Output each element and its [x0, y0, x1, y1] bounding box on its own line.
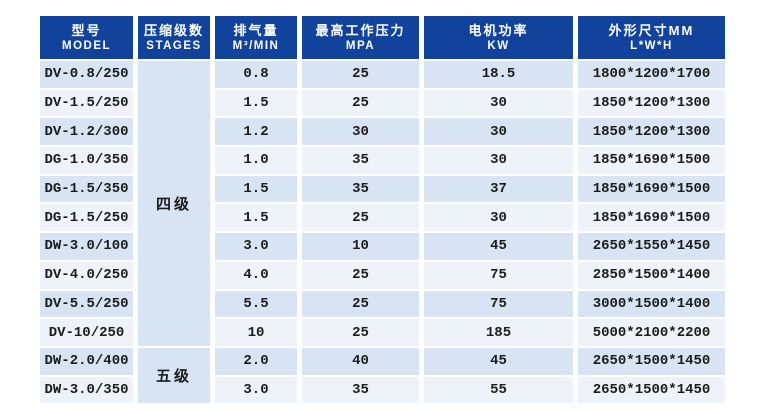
pressure-cell: 25: [302, 61, 419, 88]
table-row: DG-1.5/250 1.5 25 30 1850*1690*1500: [40, 204, 725, 232]
column-header-dimensions-en: L*W*H: [630, 39, 673, 52]
model-cell: DG-1.0/350: [40, 147, 133, 174]
column-header-stages-zh: 压缩级数: [143, 22, 204, 38]
dimensions-cell: 1850*1690*1500: [578, 175, 725, 203]
header-row: 型号 MODEL 压缩级数 STAGES 排气量 M³/MIN 最高工作压力 M…: [40, 16, 725, 59]
column-header-model-zh: 型号: [71, 22, 102, 38]
power-cell: 30: [424, 204, 573, 232]
pressure-cell: 40: [302, 347, 419, 375]
pressure-cell: 30: [302, 118, 419, 146]
dimensions-cell: 1850*1690*1500: [578, 147, 725, 174]
column-header-stages: 压缩级数 STAGES: [138, 16, 210, 59]
model-cell: DV-5.5/250: [40, 290, 133, 318]
column-header-pressure: 最高工作压力 MPA: [302, 16, 419, 59]
model-cell: DW-3.0/350: [40, 376, 133, 404]
column-header-displacement-en: M³/MIN: [232, 39, 280, 52]
table-row: DV-1.5/250 1.5 25 30 1850*1200*1300: [40, 89, 725, 117]
table-row: DV-1.2/300 1.2 30 30 1850*1200*1300: [40, 118, 725, 146]
displacement-cell: 1.5: [215, 89, 297, 117]
compressor-spec-table: 型号 MODEL 压缩级数 STAGES 排气量 M³/MIN 最高工作压力 M…: [35, 14, 730, 405]
power-cell: 45: [424, 347, 573, 375]
model-cell: DG-1.5/350: [40, 175, 133, 203]
column-header-dimensions: 外形尺寸MM L*W*H: [578, 16, 725, 59]
table-row: DW-3.0/100 3.0 10 45 2650*1550*1450: [40, 233, 725, 260]
table-row: DW-2.0/400 五级 2.0 40 45 2650*1500*1450: [40, 347, 725, 404]
pressure-cell: 25: [302, 261, 419, 289]
power-cell: 18.5: [424, 61, 573, 88]
displacement-cell: 4.0: [215, 261, 297, 289]
column-header-power-en: KW: [487, 39, 510, 52]
power-cell: 75: [424, 261, 573, 289]
power-cell: 45: [424, 233, 573, 260]
model-cell: DV-1.2/300: [40, 118, 133, 146]
power-cell: 55: [424, 376, 573, 404]
dimensions-cell: 1850*1690*1500: [578, 204, 725, 232]
pressure-cell: 10: [302, 233, 419, 260]
model-cell: DW-3.0/100: [40, 233, 133, 260]
column-header-dimensions-zh: 外形尺寸MM: [608, 22, 695, 38]
pressure-cell: 25: [302, 290, 419, 318]
table-row: DG-1.5/350 1.5 35 37 1850*1690*1500: [40, 175, 725, 203]
displacement-cell: 1.2: [215, 118, 297, 146]
model-cell: DG-1.5/250: [40, 204, 133, 232]
pressure-cell: 35: [302, 175, 419, 203]
pressure-cell: 35: [302, 376, 419, 404]
power-cell: 185: [424, 319, 573, 346]
power-cell: 30: [424, 147, 573, 174]
table-row: DG-1.0/350 1.0 35 30 1850*1690*1500: [40, 147, 725, 174]
column-header-power-zh: 电机功率: [468, 22, 529, 38]
model-cell: DW-2.0/400: [40, 347, 133, 375]
pressure-cell: 25: [302, 89, 419, 117]
stage-group-cell: 五级: [138, 347, 210, 404]
column-header-stages-en: STAGES: [146, 39, 202, 52]
column-header-power: 电机功率 KW: [424, 16, 573, 59]
dimensions-cell: 1850*1200*1300: [578, 89, 725, 117]
pressure-cell: 35: [302, 147, 419, 174]
stage-group-cell: 四级: [138, 61, 210, 346]
displacement-cell: 3.0: [215, 376, 297, 404]
displacement-cell: 1.5: [215, 204, 297, 232]
dimensions-cell: 2650*1550*1450: [578, 233, 725, 260]
dimensions-cell: 5000*2100*2200: [578, 319, 725, 346]
column-header-pressure-en: MPA: [345, 39, 376, 52]
power-cell: 37: [424, 175, 573, 203]
dimensions-cell: 2850*1500*1400: [578, 261, 725, 289]
power-cell: 30: [424, 118, 573, 146]
displacement-cell: 1.0: [215, 147, 297, 174]
table-header: 型号 MODEL 压缩级数 STAGES 排气量 M³/MIN 最高工作压力 M…: [40, 16, 725, 59]
table-row: DV-10/250 10 25 185 5000*2100*2200: [40, 319, 725, 346]
column-header-displacement: 排气量 M³/MIN: [215, 16, 297, 59]
power-cell: 30: [424, 89, 573, 117]
displacement-cell: 5.5: [215, 290, 297, 318]
dimensions-cell: 2650*1500*1450: [578, 347, 725, 375]
table-row: DV-4.0/250 4.0 25 75 2850*1500*1400: [40, 261, 725, 289]
column-header-model: 型号 MODEL: [40, 16, 133, 59]
table-row: DV-5.5/250 5.5 25 75 3000*1500*1400: [40, 290, 725, 318]
model-cell: DV-4.0/250: [40, 261, 133, 289]
model-cell: DV-0.8/250: [40, 61, 133, 88]
model-cell: DV-10/250: [40, 319, 133, 346]
displacement-cell: 3.0: [215, 233, 297, 260]
dimensions-cell: 3000*1500*1400: [578, 290, 725, 318]
displacement-cell: 1.5: [215, 175, 297, 203]
column-header-pressure-zh: 最高工作压力: [315, 22, 406, 38]
pressure-cell: 25: [302, 319, 419, 346]
displacement-cell: 2.0: [215, 347, 297, 375]
dimensions-cell: 1850*1200*1300: [578, 118, 725, 146]
pressure-cell: 25: [302, 204, 419, 232]
dimensions-cell: 2650*1500*1450: [578, 376, 725, 404]
table-row: DW-3.0/350 3.0 35 55 2650*1500*1450: [40, 376, 725, 404]
displacement-cell: 10: [215, 319, 297, 346]
displacement-cell: 0.8: [215, 61, 297, 88]
spec-table-body: DV-0.8/250 四级 0.8 25 18.5 1800*1200*1700 DV-1.…: [40, 61, 725, 404]
table-row: DV-0.8/250 四级 0.8 25 18.5 1800*1200*1700: [40, 61, 725, 346]
model-cell: DV-1.5/250: [40, 89, 133, 117]
power-cell: 75: [424, 290, 573, 318]
dimensions-cell: 1800*1200*1700: [578, 61, 725, 88]
column-header-displacement-zh: 排气量: [233, 22, 279, 38]
column-header-model-en: MODEL: [61, 39, 112, 52]
